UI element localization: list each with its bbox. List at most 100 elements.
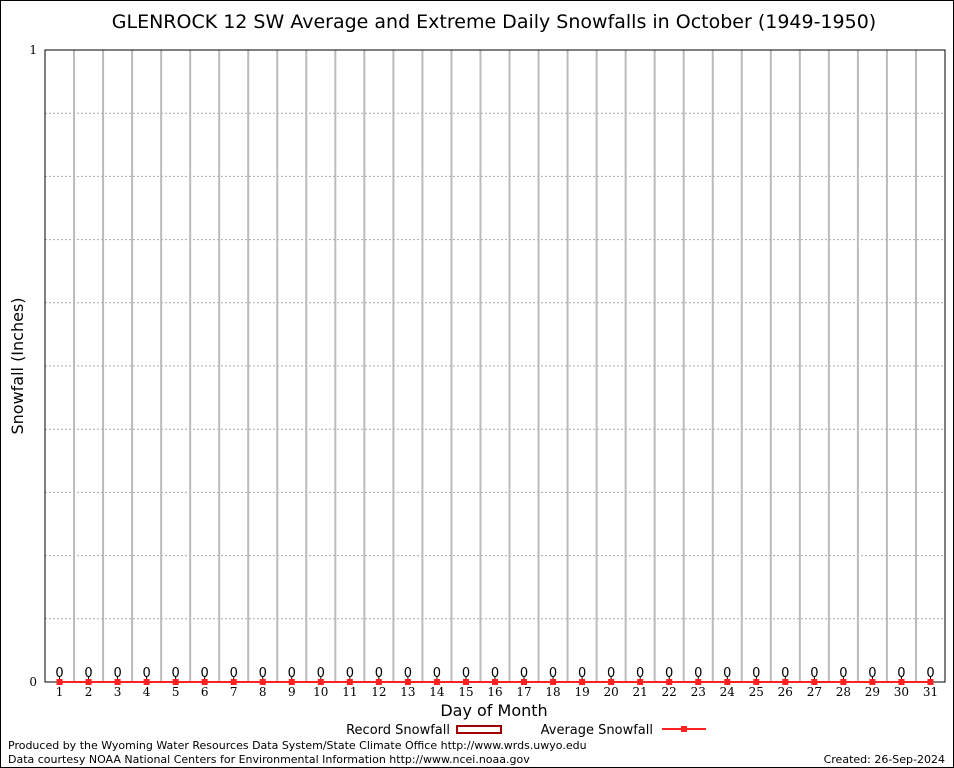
x-tick-label: 16: [487, 685, 502, 699]
average-point: [317, 679, 324, 685]
data-label: 0: [230, 666, 238, 681]
x-tick-label: 12: [371, 685, 386, 699]
data-label: 0: [549, 666, 557, 681]
average-point: [637, 679, 644, 685]
average-point: [840, 679, 847, 685]
data-label: 0: [259, 666, 267, 681]
x-tick-label: 14: [429, 685, 445, 699]
x-tick-label: 2: [85, 685, 93, 699]
x-tick-label: 30: [894, 685, 909, 699]
x-tick-label: 13: [400, 685, 415, 699]
data-label: 0: [636, 666, 644, 681]
data-label: 0: [839, 666, 847, 681]
data-label: 0: [201, 666, 209, 681]
average-point: [492, 679, 498, 685]
x-tick-label: 6: [201, 685, 209, 699]
data-label: 0: [462, 666, 470, 681]
data-label: 0: [752, 666, 760, 681]
average-point: [753, 679, 760, 685]
average-point: [433, 679, 440, 685]
average-point: [375, 679, 382, 685]
footer-produced: Produced by the Wyoming Water Resources …: [8, 739, 587, 752]
legend-record-swatch: [456, 725, 502, 734]
data-label: 0: [897, 666, 905, 681]
average-point: [666, 679, 673, 685]
x-tick-label: 29: [865, 685, 880, 699]
data-label: 0: [172, 666, 180, 681]
average-point: [230, 679, 237, 685]
average-point: [724, 679, 731, 685]
x-tick-label: 7: [230, 685, 238, 699]
average-point: [927, 679, 934, 685]
average-point: [114, 679, 121, 685]
y-tick-label: 0: [29, 675, 37, 689]
x-tick-label: 19: [574, 685, 589, 699]
y-axis-label: Snowfall (Inches): [8, 297, 27, 434]
average-point: [521, 679, 528, 685]
average-point: [259, 679, 266, 685]
average-point: [550, 679, 557, 685]
data-label: 0: [810, 666, 818, 681]
average-point: [608, 679, 615, 685]
legend-record-label: Record Snowfall: [346, 723, 450, 738]
x-tick-label: 20: [603, 685, 618, 699]
average-point: [85, 679, 92, 685]
data-label: 0: [694, 666, 702, 681]
x-tick-label: 1: [56, 685, 64, 699]
data-label: 0: [433, 666, 441, 681]
x-tick-label: 8: [259, 685, 267, 699]
data-label: 0: [288, 666, 296, 681]
data-label: 0: [781, 666, 789, 681]
data-label: 0: [868, 666, 876, 681]
x-tick-label: 3: [114, 685, 122, 699]
data-label: 0: [142, 666, 150, 681]
average-point: [695, 679, 702, 685]
data-label: 0: [926, 666, 934, 681]
x-tick-label: 28: [836, 685, 851, 699]
data-label: 0: [520, 666, 528, 681]
average-point: [811, 679, 818, 685]
average-point: [172, 679, 179, 685]
average-point: [869, 679, 876, 685]
data-label: 0: [55, 666, 63, 681]
x-tick-label: 26: [778, 685, 793, 699]
data-label: 0: [346, 666, 354, 681]
x-tick-label: 24: [720, 685, 736, 699]
footer-courtesy: Data courtesy NOAA National Centers for …: [8, 753, 530, 766]
data-label: 0: [375, 666, 383, 681]
average-point: [404, 679, 411, 685]
x-tick-label: 22: [662, 685, 677, 699]
x-tick-label: 9: [288, 685, 296, 699]
average-point: [56, 679, 63, 685]
average-point: [462, 679, 469, 685]
x-tick-label: 21: [633, 685, 648, 699]
legend-average-label: Average Snowfall: [541, 723, 653, 738]
data-label: 0: [113, 666, 121, 681]
chart-title: GLENROCK 12 SW Average and Extreme Daily…: [112, 11, 876, 33]
x-tick-label: 31: [923, 685, 938, 699]
data-label: 0: [317, 666, 325, 681]
average-point: [143, 679, 150, 685]
average-point: [288, 679, 295, 685]
average-point: [898, 679, 905, 685]
x-tick-label: 25: [749, 685, 764, 699]
x-axis-label: Day of Month: [440, 701, 547, 720]
data-label: 0: [404, 666, 412, 681]
x-tick-label: 23: [691, 685, 706, 699]
x-tick-label: 18: [545, 685, 560, 699]
data-label: 0: [578, 666, 586, 681]
footer-created: Created: 26-Sep-2024: [824, 753, 945, 766]
x-tick-label: 27: [807, 685, 822, 699]
average-point: [782, 679, 789, 685]
data-label: 0: [665, 666, 673, 681]
average-point: [201, 679, 208, 685]
data-label: 0: [84, 666, 92, 681]
legend-average-marker: [681, 726, 687, 732]
average-point: [579, 679, 586, 685]
y-tick-label: 1: [29, 43, 37, 57]
average-point: [346, 679, 353, 685]
data-label: 0: [723, 666, 731, 681]
